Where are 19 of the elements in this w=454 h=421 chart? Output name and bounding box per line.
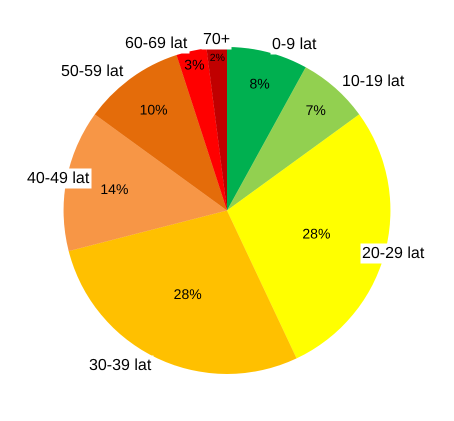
data-label: 14% [100,181,128,198]
data-label: 28% [174,286,202,302]
pie-slice [206,47,227,210]
data-label: 28% [302,225,330,242]
slice-label: 50-59 lat [61,63,124,80]
slice-label: 0-9 lat [272,36,318,53]
slice-label: 20-29 lat [362,245,425,262]
slice-label: 30-39 lat [89,357,152,374]
slice-label: 60-69 lat [125,35,188,52]
slice-label: 40-49 lat [27,170,90,187]
pie-slice [176,48,227,210]
slice-label: 70+ [203,31,230,48]
slice-label: 10-19 lat [342,73,405,90]
data-label: 3% [184,56,205,73]
data-label: 10% [140,101,168,118]
data-label: 7% [306,102,326,118]
pie-slice [68,210,297,374]
data-label: 2% [210,52,225,64]
data-label: 8% [249,76,270,92]
